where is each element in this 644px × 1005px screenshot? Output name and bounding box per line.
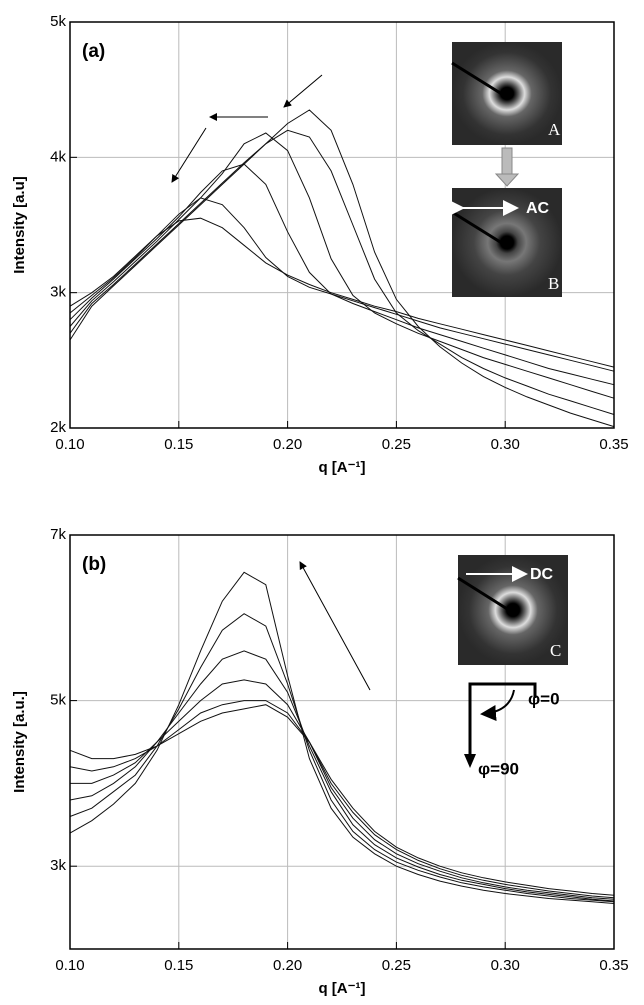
curve xyxy=(69,571,615,904)
x-tick-label: 0.10 xyxy=(55,436,84,453)
x-axis-label: q [A⁻¹] xyxy=(318,980,365,997)
inset-label: A xyxy=(548,120,561,139)
x-tick-label: 0.20 xyxy=(273,436,302,453)
inset-label: B xyxy=(548,274,559,293)
phi-arrowhead xyxy=(464,754,476,768)
x-tick-label: 0.30 xyxy=(491,436,520,453)
x-tick-label: 0.30 xyxy=(491,957,520,974)
beam-stop xyxy=(457,576,513,614)
inset-label: DC xyxy=(530,566,554,583)
beam-stop xyxy=(451,210,506,247)
y-tick-label: 3k xyxy=(50,857,66,874)
y-tick-label: 5k xyxy=(50,13,66,30)
x-tick-label: 0.35 xyxy=(599,436,628,453)
x-tick-label: 0.15 xyxy=(164,957,193,974)
beam-stop xyxy=(451,61,506,98)
panel-label: (a) xyxy=(82,41,105,62)
inset-arrow xyxy=(501,147,513,175)
x-tick-label: 0.20 xyxy=(273,957,302,974)
x-tick-label: 0.15 xyxy=(164,436,193,453)
inset-arrow xyxy=(494,173,520,187)
curve xyxy=(69,163,615,386)
x-axis-label: q [A⁻¹] xyxy=(318,459,365,476)
curve xyxy=(69,704,615,896)
curve xyxy=(69,700,615,899)
curve xyxy=(69,129,615,415)
plot-frame xyxy=(69,21,615,429)
curve xyxy=(69,613,615,903)
y-tick-label: 2k xyxy=(50,419,66,436)
y-tick-label: 4k xyxy=(50,148,66,165)
inset-a xyxy=(452,42,562,145)
arrows-a xyxy=(171,74,323,183)
panel-b: 0.10 0.15 0.20 0.25 0.30 0.35 3k 5k 7k (b) q [A⁻¹]… xyxy=(11,526,629,997)
phi-axes xyxy=(468,682,537,758)
curve xyxy=(69,197,615,372)
plot-frame xyxy=(69,534,615,950)
arrow-b xyxy=(299,561,371,691)
panel-label: (b) xyxy=(82,554,106,575)
x-tick-label: 0.10 xyxy=(55,957,84,974)
y-axis-label: Intensity [a.u.] xyxy=(11,691,28,793)
panel-a: 0.10 0.15 0.20 0.25 0.30 0.35 2k 3k 4k 5k (a) q [A⁻… xyxy=(11,13,629,476)
y-axis-label: Intensity [a.u] xyxy=(11,176,28,274)
curve xyxy=(69,109,615,428)
curve xyxy=(69,132,615,399)
inset-label: C xyxy=(550,641,561,660)
inset-label: AC xyxy=(526,200,550,217)
x-tick-label: 0.25 xyxy=(382,957,411,974)
x-tick-label: 0.35 xyxy=(599,957,628,974)
y-tick-label: 7k xyxy=(50,526,66,543)
y-tick-label: 3k xyxy=(50,284,66,301)
curve xyxy=(70,679,615,900)
phi-label: φ=90 xyxy=(478,759,519,778)
x-tick-label: 0.25 xyxy=(382,436,411,453)
y-tick-label: 5k xyxy=(50,692,66,709)
phi-label: φ=0 xyxy=(528,689,560,708)
curve xyxy=(69,217,615,368)
curve xyxy=(69,650,615,902)
